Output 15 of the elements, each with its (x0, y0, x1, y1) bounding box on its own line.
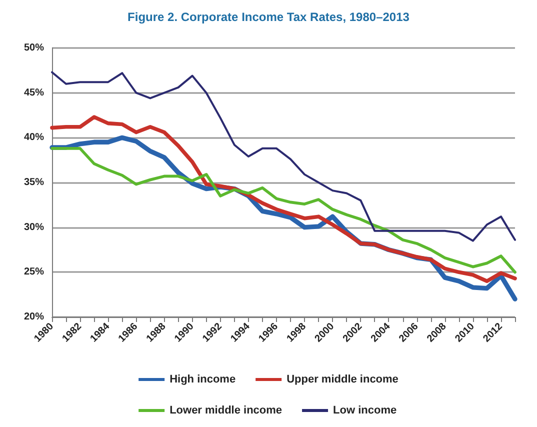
line-series (50, 146, 516, 274)
y-tick-label: 40% (24, 132, 44, 144)
line-series (50, 115, 517, 284)
y-tick-label: 30% (24, 222, 44, 233)
y-tick-label: 20% (24, 312, 44, 322)
y-tick-label: 35% (24, 177, 44, 188)
y-tick-label: 45% (24, 87, 44, 98)
chart-title: Figure 2. Corporate Income Tax Rates, 1980–2013 (128, 10, 410, 24)
legend-label: Low income (333, 404, 397, 416)
line-series (51, 71, 516, 242)
legend-label: Upper middle income (286, 374, 398, 386)
y-tick-label: 25% (24, 266, 44, 278)
legend-label: High income (170, 374, 236, 386)
y-tick-label: 50% (24, 42, 44, 54)
legend-label: Lower middle income (170, 404, 282, 416)
